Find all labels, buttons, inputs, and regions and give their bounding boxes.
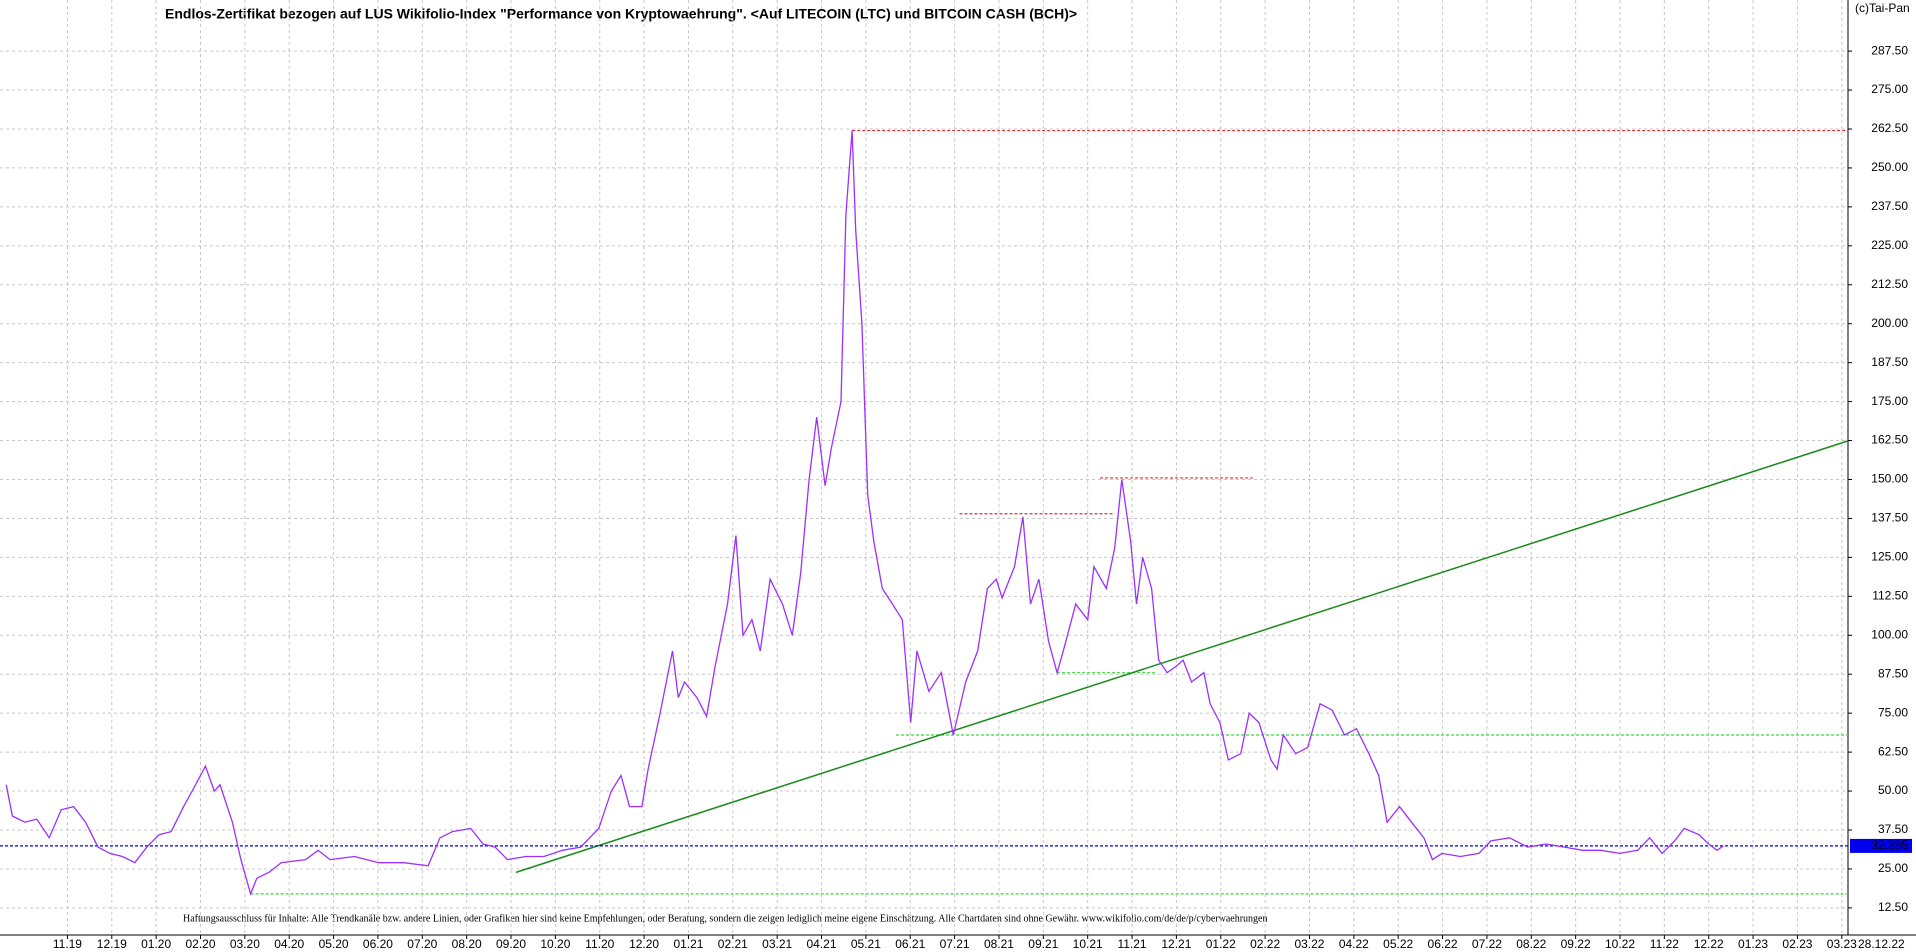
y-tick-label: 287.50 [1871, 43, 1908, 57]
last-value-box [1850, 838, 1912, 853]
y-tick-label: 50.00 [1878, 783, 1908, 797]
x-tick-label: 03.23 [1827, 937, 1857, 951]
x-tick-label: 05.22 [1383, 937, 1413, 951]
x-tick-label: 03.21 [762, 937, 792, 951]
y-tick-label: 162.50 [1871, 433, 1908, 447]
y-tick-label: 200.00 [1871, 316, 1908, 330]
y-tick-label: 37.50 [1878, 822, 1908, 836]
x-tick-label: 04.22 [1339, 937, 1369, 951]
y-tick-label: 100.00 [1871, 627, 1908, 641]
x-tick-label: 06.20 [363, 937, 393, 951]
x-tick-label: 09.20 [496, 937, 526, 951]
x-tick-label: 12.22 [1694, 937, 1724, 951]
x-tick-label: 12.21 [1161, 937, 1191, 951]
copyright: (c)Tai-Pan [1855, 1, 1910, 15]
x-tick-label: 02.20 [185, 937, 215, 951]
chart-title: Endlos-Zertifikat bezogen auf LUS Wikifo… [165, 6, 1077, 22]
last-date: 28.12.22 [1858, 937, 1905, 951]
x-tick-label: 04.20 [274, 937, 304, 951]
y-tick-label: 125.00 [1871, 550, 1908, 564]
x-tick-label: 08.21 [984, 937, 1014, 951]
x-tick-label: 11.22 [1650, 937, 1679, 951]
x-tick-label: 12.19 [97, 937, 127, 951]
y-tick-label: 112.50 [1872, 589, 1908, 603]
y-tick-label: 250.00 [1871, 160, 1908, 174]
x-tick-label: 03.22 [1294, 937, 1324, 951]
x-tick-label: 09.21 [1028, 937, 1058, 951]
y-tick-label: 175.00 [1871, 394, 1908, 408]
x-tick-label: 12.20 [629, 937, 659, 951]
y-tick-label: 75.00 [1878, 705, 1908, 719]
x-tick-label: 05.20 [319, 937, 349, 951]
x-tick-label: 04.21 [807, 937, 837, 951]
x-tick-label: 06.22 [1428, 937, 1458, 951]
trend-line [515, 440, 1849, 874]
last-value-label: 32.395 [1871, 838, 1908, 852]
y-tick-label: 87.50 [1878, 666, 1908, 680]
x-tick-label: 01.23 [1738, 937, 1768, 951]
x-tick-label: 08.22 [1516, 937, 1546, 951]
x-tick-label: 10.21 [1073, 937, 1103, 951]
y-tick-label: 137.50 [1871, 511, 1908, 525]
x-tick-label: 09.22 [1561, 937, 1591, 951]
x-tick-label: 10.22 [1605, 937, 1635, 951]
x-tick-label: 11.19 [53, 937, 82, 951]
x-tick-label: 05.21 [851, 937, 881, 951]
y-tick-label: 12.50 [1878, 900, 1908, 914]
x-tick-label: 01.22 [1206, 937, 1236, 951]
x-tick-label: 11.20 [585, 937, 614, 951]
x-tick-label: 08.20 [452, 937, 482, 951]
y-tick-label: 25.00 [1878, 861, 1908, 875]
x-tick-label: 03.20 [230, 937, 260, 951]
y-tick-label: 212.50 [1871, 277, 1908, 291]
x-tick-label: 02.21 [718, 937, 748, 951]
disclaimer: Haftungsausschluss für Inhalte: Alle Tre… [183, 913, 1268, 924]
price-line [5, 130, 1724, 896]
x-tick-label: 02.23 [1782, 937, 1812, 951]
x-tick-label: 10.20 [540, 937, 570, 951]
x-tick-label: 01.21 [673, 937, 703, 951]
y-tick-label: 225.00 [1871, 238, 1908, 252]
x-tick-label: 07.20 [407, 937, 437, 951]
x-tick-label: 02.22 [1250, 937, 1280, 951]
y-tick-label: 150.00 [1871, 472, 1908, 486]
y-tick-label: 275.00 [1871, 82, 1908, 96]
x-tick-label: 06.21 [895, 937, 925, 951]
x-tick-label: 07.21 [940, 937, 970, 951]
y-tick-label: 237.50 [1871, 199, 1908, 213]
y-tick-label: 62.50 [1878, 744, 1908, 758]
x-tick-label: 01.20 [141, 937, 171, 951]
x-tick-label: 07.22 [1472, 937, 1502, 951]
y-tick-label: 262.50 [1871, 121, 1908, 135]
x-tick-label: 11.21 [1117, 937, 1146, 951]
y-tick-label: 187.50 [1871, 355, 1908, 369]
